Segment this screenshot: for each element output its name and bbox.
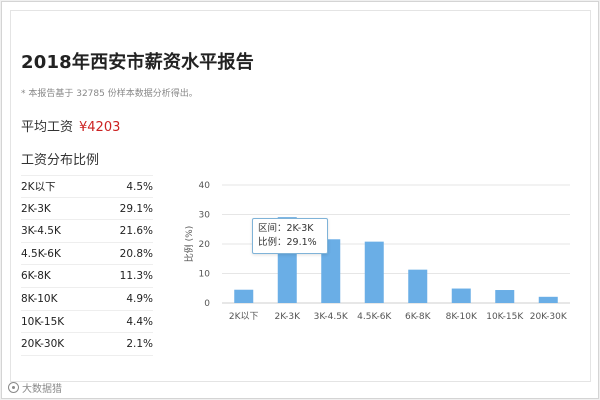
table-row: 8K-10K 4.9% xyxy=(21,288,153,311)
x-tick-label: 8K-10K xyxy=(446,312,478,322)
table-row: 2K-3K 29.1% xyxy=(21,198,153,221)
report-note: * 本报告基于 32785 份样本数据分析得出。 xyxy=(21,89,198,99)
percent-value: 21.6% xyxy=(119,225,153,238)
percent-value: 29.1% xyxy=(119,202,153,215)
range-label: 3K-4.5K xyxy=(21,225,61,238)
percent-value: 4.9% xyxy=(126,292,153,305)
y-tick-label: 10 xyxy=(199,270,211,280)
percent-value: 11.3% xyxy=(119,270,153,283)
chart-bar xyxy=(451,288,471,303)
table-row: 10K-15K 4.4% xyxy=(21,311,153,334)
tooltip-range: 区间：2K-3K xyxy=(258,223,314,234)
average-salary-row: 平均工资 ¥4203 xyxy=(21,116,120,135)
chart-bar xyxy=(408,269,428,303)
chart-bar xyxy=(495,290,515,303)
table-row: 6K-8K 11.3% xyxy=(21,265,153,288)
chart-bar xyxy=(321,239,341,303)
percent-value: 4.4% xyxy=(126,315,153,328)
chart-tooltip: 区间：2K-3K 比例：29.1% xyxy=(252,218,328,254)
range-label: 2K以下 xyxy=(21,181,56,193)
distribution-table: 2K以下 4.5% 2K-3K 29.1% 3K-4.5K 21.6% 4.5K-6K… xyxy=(21,175,153,356)
average-salary-value: ¥4203 xyxy=(79,120,121,135)
x-tick-label: 2K-3K xyxy=(274,312,301,322)
report-card xyxy=(10,10,591,382)
average-salary-label: 平均工资 xyxy=(21,120,74,135)
report-title: 2018年西安市薪资水平报告 xyxy=(21,52,254,73)
tooltip-ratio: 比例：29.1% xyxy=(258,237,317,248)
distribution-title: 工资分布比例 xyxy=(21,153,100,168)
x-tick-label: 2K以下 xyxy=(229,312,259,322)
range-label: 20K-30K xyxy=(21,338,65,351)
x-tick-label: 6K-8K xyxy=(405,312,432,322)
table-row: 3K-4.5K 21.6% xyxy=(21,220,153,243)
chart-bar xyxy=(364,241,384,303)
range-label: 8K-10K xyxy=(21,292,58,305)
table-row: 4.5K-6K 20.8% xyxy=(21,243,153,266)
eye-logo-icon xyxy=(8,382,19,393)
chart-bar xyxy=(538,296,558,303)
range-label: 6K-8K xyxy=(21,270,51,283)
chart-bar xyxy=(234,289,254,303)
y-tick-label: 0 xyxy=(204,299,210,309)
y-tick-label: 40 xyxy=(199,181,211,191)
x-tick-label: 10K-15K xyxy=(486,312,524,322)
x-tick-label: 4.5K-6K xyxy=(357,312,392,322)
percent-value: 2.1% xyxy=(126,338,153,351)
x-tick-label: 3K-4.5K xyxy=(314,312,349,322)
percent-value: 20.8% xyxy=(119,247,153,260)
y-tick-label: 20 xyxy=(199,240,211,250)
range-label: 2K-3K xyxy=(21,202,51,215)
percent-value: 4.5% xyxy=(126,181,153,193)
table-row: 2K以下 4.5% xyxy=(21,175,153,198)
range-label: 10K-15K xyxy=(21,315,65,328)
y-tick-label: 30 xyxy=(199,211,211,221)
range-label: 4.5K-6K xyxy=(21,247,61,260)
y-axis-label: 比例 (%) xyxy=(183,226,195,262)
x-tick-label: 20K-30K xyxy=(530,312,568,322)
watermark: 大数据猎 xyxy=(8,380,62,395)
watermark-text: 大数据猎 xyxy=(22,384,62,395)
salary-distribution-chart: 0 10 20 30 40 比例 (%) 2K以下 2K-3K 3K-4.5K 4.5K-6K 6K… xyxy=(183,181,570,322)
table-row: 20K-30K 2.1% xyxy=(21,333,153,356)
